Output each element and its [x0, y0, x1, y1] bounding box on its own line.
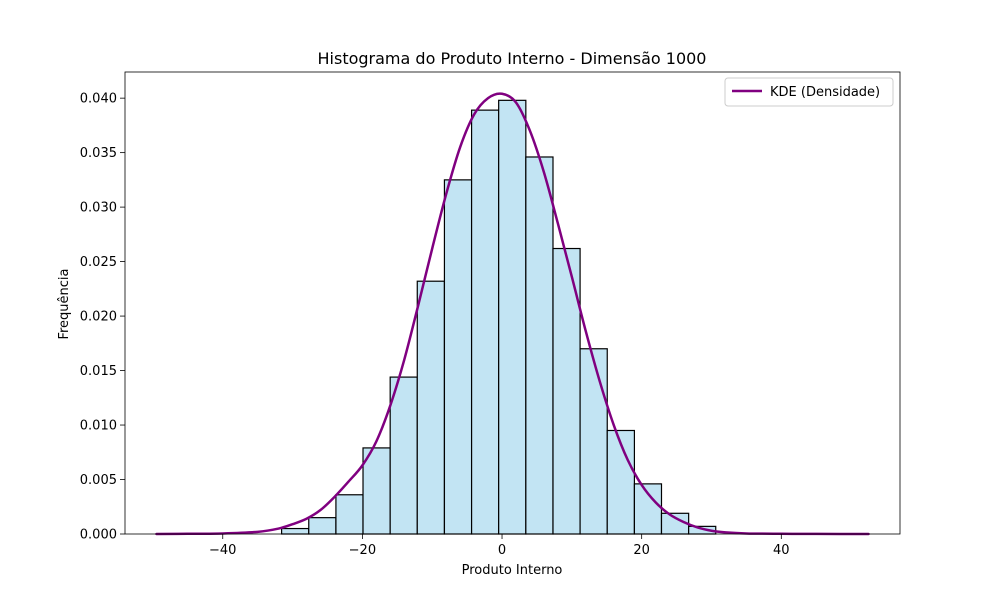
- y-tick-label: 0.030: [80, 201, 117, 216]
- histogram-bar: [470, 109, 500, 535]
- y-tick-label: 0.000: [80, 528, 117, 543]
- histogram-bar: [579, 348, 608, 535]
- kde-line: [155, 92, 870, 536]
- legend: KDE (Densidade): [724, 77, 894, 107]
- histogram-bar: [335, 494, 364, 535]
- y-tick-label: 0.010: [80, 419, 117, 434]
- histogram-bar: [281, 527, 310, 535]
- histogram-bar: [606, 429, 636, 535]
- histogram-bar: [416, 280, 446, 535]
- y-tick-label: 0.015: [80, 364, 117, 379]
- histogram-bar: [362, 447, 391, 535]
- x-tick-label: 0: [498, 543, 506, 558]
- y-tick-label: 0.035: [80, 146, 117, 161]
- plot-frame: [124, 71, 901, 535]
- histogram-bar: [389, 376, 418, 535]
- legend-label-kde: KDE (Densidade): [770, 85, 880, 100]
- histogram-bars: [281, 99, 717, 535]
- histogram-bar: [525, 156, 554, 535]
- x-tick-label: −40: [209, 543, 236, 558]
- x-axis-label: Produto Interno: [462, 563, 563, 578]
- x-tick-label: 40: [773, 543, 790, 558]
- x-tick-label: 20: [633, 543, 650, 558]
- histogram-bar: [308, 517, 337, 535]
- y-tick-label: 0.025: [80, 255, 117, 270]
- legend-box: [724, 77, 894, 107]
- kde-curve-group: [155, 92, 870, 536]
- histogram-bar: [443, 179, 473, 535]
- y-tick-label: 0.020: [80, 310, 117, 325]
- y-axis-label: Frequência: [57, 268, 72, 339]
- y-tick-label: 0.005: [80, 473, 117, 488]
- histogram-bar: [498, 99, 527, 535]
- y-tick-label: 0.040: [80, 92, 117, 107]
- x-axis-ticks: −40 −20 0 20 40: [209, 534, 790, 558]
- histogram-bar: [633, 483, 663, 535]
- x-tick-label: −20: [349, 543, 376, 558]
- chart-title: Histograma do Produto Interno - Dimensão…: [318, 49, 707, 68]
- y-axis-ticks: 0.000 0.005 0.010 0.015 0.020 0.025 0.030 0.035…: [80, 92, 125, 543]
